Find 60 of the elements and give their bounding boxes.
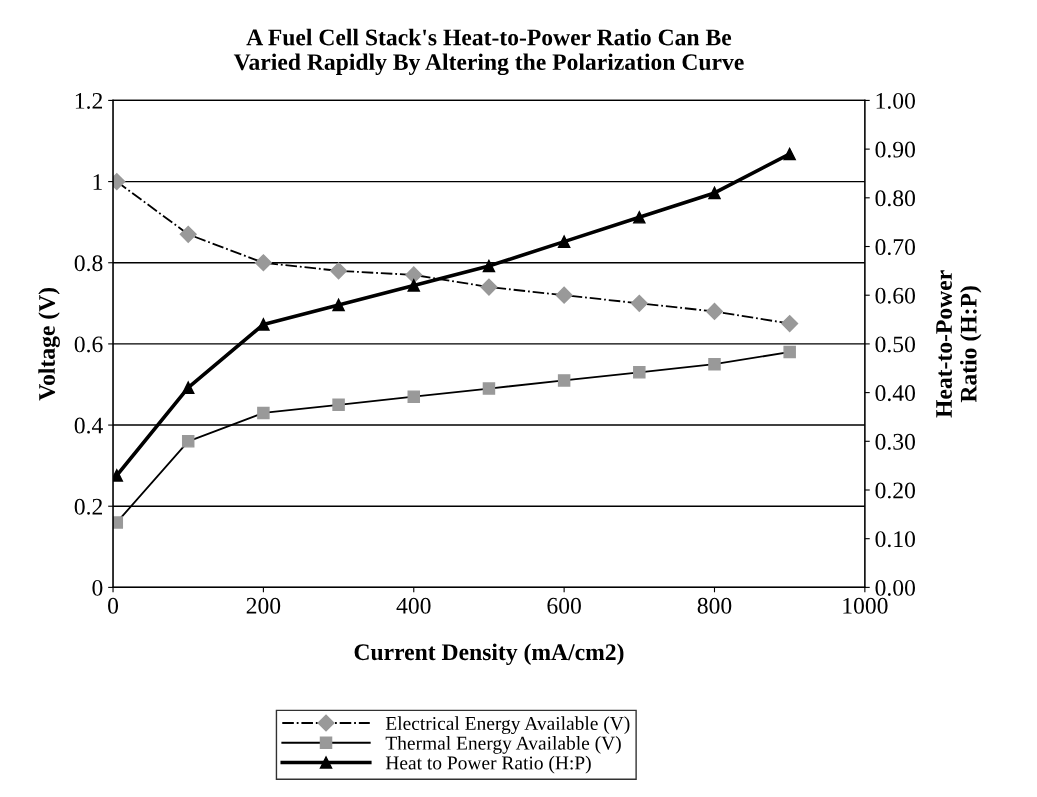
x-tick-label: 1000: [843, 597, 888, 614]
x-tick-label: 400: [396, 597, 431, 614]
y2-tick-label: 0.90: [875, 141, 915, 158]
y2-tick-label: 0.00: [875, 579, 915, 596]
point: [257, 318, 270, 331]
x-tick-label: 200: [246, 597, 281, 614]
point: [407, 279, 421, 292]
y-tick-label: 0.8: [74, 255, 103, 272]
y2-tick-label: 0.10: [875, 531, 915, 548]
point: [557, 374, 571, 387]
point: [330, 262, 348, 280]
legend-label: Electrical Energy Available (V): [385, 716, 630, 735]
point: [113, 516, 124, 529]
y-axis-title: Voltage (V): [38, 288, 60, 401]
y-tick-label: 0: [92, 579, 103, 596]
point: [407, 390, 421, 403]
y2-axis-title: Heat-to-Power Ratio (H:P): [936, 270, 982, 418]
y2-tick-label: 0.40: [875, 385, 915, 402]
point: [633, 366, 646, 379]
point: [633, 211, 646, 224]
point: [254, 254, 272, 272]
x-tick-label: 800: [697, 597, 732, 614]
point: [482, 259, 496, 273]
point: [783, 345, 796, 359]
point: [405, 266, 423, 284]
x-axis-title: Current Density (mA/cm2): [354, 643, 624, 665]
point: [783, 147, 796, 161]
point: [181, 435, 195, 448]
point: [257, 406, 270, 420]
y2-tick-label: 0.80: [875, 190, 915, 207]
y-tick-label: 0.4: [74, 417, 103, 434]
point: [630, 294, 648, 312]
point: [557, 235, 571, 248]
x-tick-label: 0: [108, 597, 119, 614]
legend-label: Heat to Power Ratio (H:P): [385, 755, 591, 774]
x-tick-label: 600: [547, 597, 581, 614]
point: [555, 286, 573, 304]
point: [708, 186, 721, 200]
point: [179, 225, 197, 243]
y2-tick-label: 0.70: [875, 239, 915, 256]
y2-tick-label: 1.00: [876, 92, 915, 109]
y-tick-label: 1.2: [75, 92, 103, 109]
y2-tick-label: 0.50: [875, 336, 915, 353]
y2-tick-label: 0.20: [875, 482, 915, 499]
point: [482, 382, 496, 395]
y-tick-label: 0.6: [74, 336, 103, 353]
point: [781, 315, 799, 333]
point: [181, 381, 195, 394]
y-tick-label: 0.2: [74, 498, 103, 515]
y2-tick-label: 0.60: [875, 287, 915, 304]
point: [113, 469, 124, 482]
point: [332, 298, 345, 312]
y-tick-label: 1: [93, 174, 102, 190]
point: [708, 357, 721, 371]
point: [332, 398, 345, 412]
legend-label: Thermal Energy Available (V): [385, 736, 621, 754]
point: [480, 278, 498, 296]
chart-title: A Fuel Cell Stack's Heat-to-Power Ratio Can Be Varied Rapidly By Altering the Polarization Curve: [233, 28, 744, 76]
y2-tick-label: 0.30: [875, 433, 915, 450]
point: [705, 302, 724, 320]
